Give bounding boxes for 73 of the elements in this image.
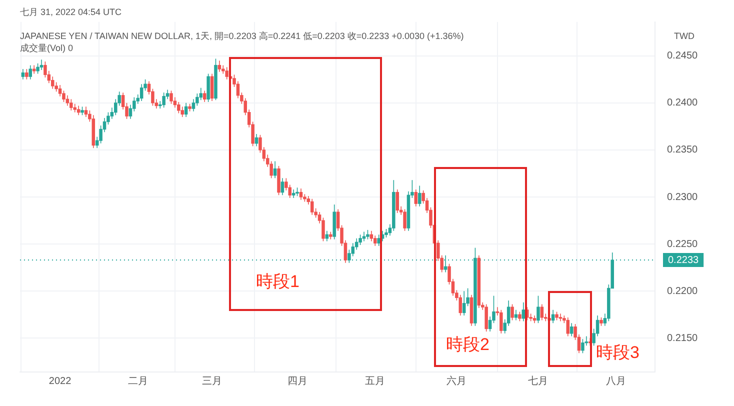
- candlestick: [566, 317, 570, 337]
- x-tick-label: 六月: [446, 374, 467, 387]
- candlestick: [280, 178, 284, 196]
- candlestick: [173, 96, 177, 108]
- text: JAPANESE YEN / TAIWAN NEW DOLLAR, 1天, 開=0.2203 高=0.2241 低=0.2203 收=0.2233 +0.0030 (+1.36%): [20, 30, 464, 43]
- candlestick: [418, 185, 422, 207]
- candlestick: [202, 90, 206, 102]
- candlestick: [500, 310, 503, 334]
- x-tick-label: 三月: [202, 376, 222, 387]
- y-tick-label: 0.2200: [667, 286, 698, 297]
- y-tick-label: 0.2300: [667, 192, 698, 203]
- candlestick: [218, 60, 222, 72]
- y-tick-label: 0.2150: [667, 332, 698, 344]
- candlestick: [510, 304, 514, 321]
- candlestick: [458, 294, 462, 316]
- candlestick: [192, 98, 196, 112]
- x-tick-label: 七月: [528, 374, 548, 387]
- y-tick-label: 0.2350: [667, 144, 698, 156]
- candlestick: [76, 105, 80, 116]
- candlestick: [177, 102, 180, 114]
- candlestick: [518, 311, 522, 322]
- x-tick-label: 2022: [48, 376, 72, 387]
- candlestick: [58, 84, 62, 97]
- candlestick: [403, 208, 406, 232]
- x-tick-label: 八月: [606, 376, 626, 387]
- x-tick-label: 二月: [128, 376, 148, 387]
- candlestick: [484, 304, 488, 332]
- candlestick: [514, 310, 518, 321]
- candlestick: [377, 234, 380, 246]
- y-tick-label: 0.2250: [667, 238, 698, 250]
- y-axis-title: TWD: [674, 31, 694, 41]
- candlestick: [299, 188, 303, 200]
- candlestick: [170, 90, 173, 104]
- ref-line-label: 0.2233: [668, 254, 700, 266]
- annotation: 時段1: [256, 271, 300, 293]
- candlestick: [25, 68, 28, 80]
- candlestick: [462, 290, 466, 316]
- candlestick: [28, 64, 32, 80]
- chart-subtitle: 七月 31, 2022 04:54 UTC: [20, 6, 122, 19]
- candlestick: [36, 63, 40, 74]
- candlestick: [70, 98, 73, 111]
- candlestick: [180, 106, 184, 118]
- candlestick: [362, 231, 366, 242]
- candlestick: [540, 304, 544, 321]
- x-tick-label: 五月: [365, 376, 386, 387]
- candlestick: [210, 73, 214, 102]
- x-tick-label: 四月: [287, 376, 308, 387]
- annotation: 時段2: [446, 334, 490, 356]
- candlestick: [373, 235, 377, 246]
- candlestick: [40, 59, 44, 70]
- candlestick: [536, 295, 540, 324]
- candlestick: [128, 104, 132, 120]
- candlestick: [225, 66, 228, 80]
- candlestick: [351, 242, 355, 257]
- candlestick: [162, 92, 166, 108]
- candlestick: [570, 322, 574, 337]
- annotation: 成交量(Vol) 0: [20, 42, 74, 55]
- y-tick-label: 0.2400: [667, 98, 698, 109]
- candlestick: [414, 189, 418, 207]
- candlestick: [206, 73, 210, 102]
- candlestick: [199, 87, 203, 100]
- candlestick: [581, 338, 584, 354]
- candlestick: [310, 198, 314, 216]
- candlestick: [184, 102, 188, 118]
- candlestick: [140, 84, 144, 102]
- candlestick: [522, 302, 526, 322]
- candlestick: [366, 230, 370, 240]
- annotation: 時段3: [596, 342, 640, 364]
- y-tick-label: 0.2450: [667, 50, 698, 62]
- candlestick: [358, 234, 362, 246]
- candlestick: [21, 68, 25, 80]
- candlestick: [396, 189, 399, 214]
- candlestick: [84, 106, 88, 118]
